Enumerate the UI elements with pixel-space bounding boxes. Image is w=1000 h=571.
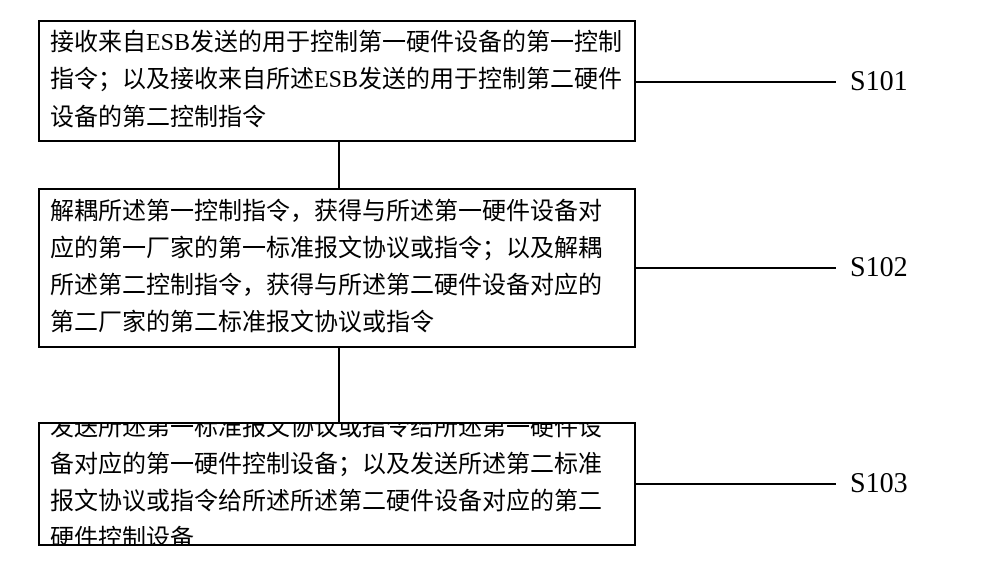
connector-s102 <box>636 267 836 269</box>
connector-s103 <box>636 483 836 485</box>
flow-step-s103-text: 发送所述第一标准报文协议或指令给所述第一硬件设备对应的第一硬件控制设备；以及发送… <box>50 422 624 546</box>
flow-line-2 <box>338 348 340 422</box>
flow-step-s102-text: 解耦所述第一控制指令，获得与所述第一硬件设备对应的第一厂家的第一标准报文协议或指… <box>50 194 624 343</box>
flowchart-canvas: 接收来自ESB发送的用于控制第一硬件设备的第一控制指令；以及接收来自所述ESB发… <box>0 0 1000 571</box>
flow-step-s101-label: S101 <box>850 66 908 98</box>
flow-step-s103-box: 发送所述第一标准报文协议或指令给所述第一硬件设备对应的第一硬件控制设备；以及发送… <box>38 422 636 546</box>
flow-step-s102-label: S102 <box>850 252 908 284</box>
connector-s101 <box>636 81 836 83</box>
flow-line-1 <box>338 142 340 188</box>
flow-step-s102-box: 解耦所述第一控制指令，获得与所述第一硬件设备对应的第一厂家的第一标准报文协议或指… <box>38 188 636 348</box>
flow-step-s101-box: 接收来自ESB发送的用于控制第一硬件设备的第一控制指令；以及接收来自所述ESB发… <box>38 20 636 142</box>
flow-step-s101-text: 接收来自ESB发送的用于控制第一硬件设备的第一控制指令；以及接收来自所述ESB发… <box>50 25 624 137</box>
flow-step-s103-label: S103 <box>850 468 908 500</box>
